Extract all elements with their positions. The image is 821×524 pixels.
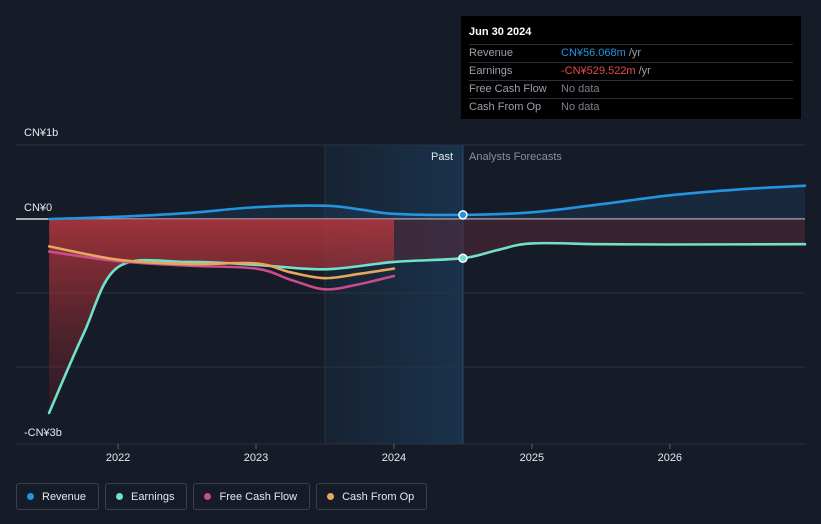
- tooltip-key: Free Cash Flow: [469, 83, 547, 95]
- data-tooltip: Jun 30 2024 Revenue CN¥56.068m/yr Earnings…: [461, 16, 801, 119]
- tooltip-unit: /yr: [628, 47, 642, 59]
- legend-dot-icon: [204, 493, 212, 500]
- legend-item-revenue[interactable]: Revenue: [16, 483, 100, 510]
- tooltip-value: -CN¥529.522m: [561, 65, 636, 77]
- y-label-zero: CN¥0: [24, 202, 52, 214]
- x-tick-label-2024: 2024: [382, 452, 406, 464]
- legend-dot-icon: [327, 493, 335, 500]
- earnings-forecast-area: [393, 219, 805, 262]
- x-tick-label-2026: 2026: [658, 452, 682, 464]
- earnings-loss-area: [49, 219, 394, 413]
- tooltip-unit: /yr: [638, 65, 651, 77]
- tooltip-key: Revenue: [469, 47, 514, 59]
- x-tick-label-2023: 2023: [244, 452, 268, 464]
- free-cash-flow-line: [47, 250, 396, 291]
- x-tick-label-2022: 2022: [106, 452, 130, 464]
- tooltip-row-cash-from-op: Cash From Op No data: [469, 99, 793, 116]
- tooltip-date: Jun 30 2024: [469, 24, 793, 45]
- x-tick-label-2025: 2025: [520, 452, 544, 464]
- forecast-label: Analysts Forecasts: [469, 151, 562, 163]
- tooltip-value: CN¥56.068m: [561, 47, 626, 59]
- revenue-area: [49, 185, 806, 219]
- chart-legend: Revenue Earnings Free Cash Flow Cash From O…: [16, 483, 428, 510]
- tooltip-row-earnings: Earnings -CN¥529.522m/yr: [469, 63, 793, 81]
- legend-item-free-cash-flow[interactable]: Free Cash Flow: [193, 483, 311, 510]
- legend-label: Free Cash Flow: [219, 490, 298, 503]
- revenue-line: [47, 184, 807, 221]
- legend-item-cash-from-op[interactable]: Cash From Op: [316, 483, 428, 510]
- tooltip-key: Cash From Op: [469, 101, 542, 113]
- past-label: Past: [431, 151, 453, 163]
- legend-label: Earnings: [131, 490, 175, 503]
- legend-label: Cash From Op: [342, 490, 415, 503]
- legend-item-earnings[interactable]: Earnings: [105, 483, 188, 510]
- earnings-highlight-point: [458, 253, 468, 263]
- tooltip-key: Earnings: [469, 65, 513, 77]
- legend-dot-icon: [27, 493, 34, 500]
- forecast-highlight-band: [324, 145, 463, 444]
- earnings-line: [47, 241, 807, 415]
- tooltip-row-revenue: Revenue CN¥56.068m/yr: [469, 45, 793, 63]
- tooltip-value: No data: [561, 101, 600, 113]
- y-label-top: CN¥1b: [24, 127, 58, 139]
- tooltip-row-free-cash-flow: Free Cash Flow No data: [469, 81, 793, 99]
- y-label-bottom: -CN¥3b: [24, 427, 62, 439]
- legend-dot-icon: [116, 493, 124, 500]
- tooltip-value: No data: [561, 83, 600, 95]
- legend-label: Revenue: [42, 490, 87, 503]
- cash-from-op-line: [47, 245, 396, 280]
- revenue-highlight-point: [458, 210, 468, 220]
